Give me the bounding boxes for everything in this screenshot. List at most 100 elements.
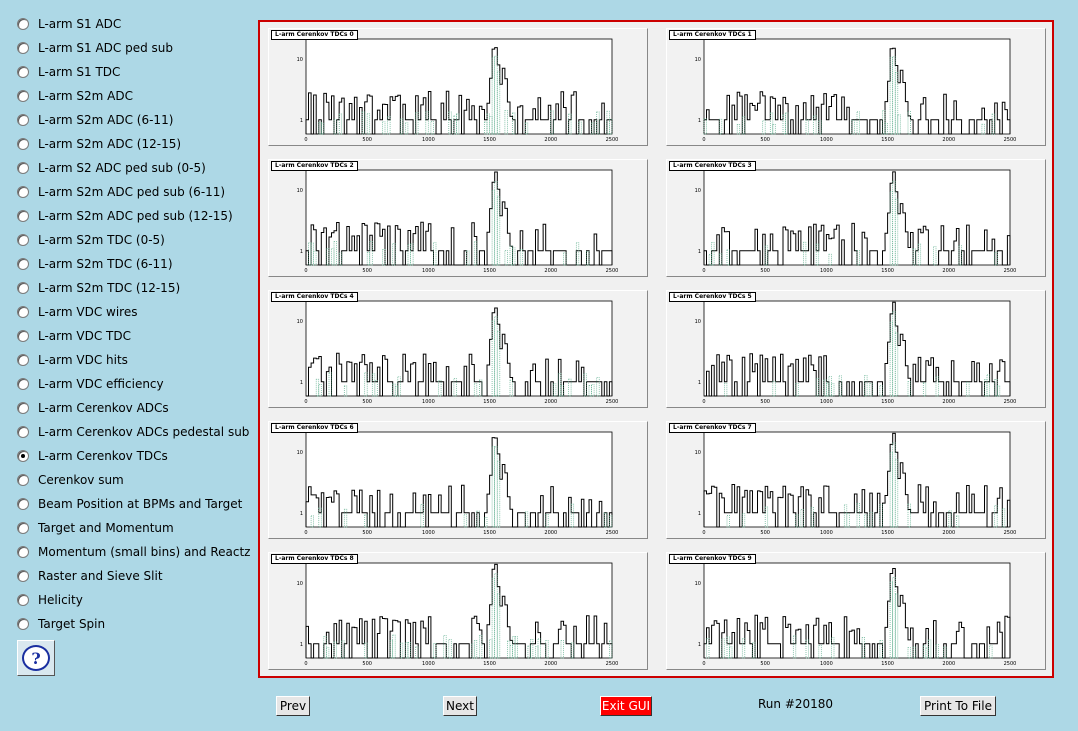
radio-option[interactable]: L-arm VDC wires	[14, 300, 254, 324]
radio-button-icon[interactable]	[17, 162, 29, 174]
radio-button-icon[interactable]	[17, 282, 29, 294]
radio-option[interactable]: Beam Position at BPMs and Target	[14, 492, 254, 516]
radio-option[interactable]: Cerenkov sum	[14, 468, 254, 492]
histogram-pad[interactable]: 0 500 1000 1500 2000 2500 1 10 L-arm Cerenkov TD…	[268, 159, 648, 277]
help-button[interactable]: ?	[17, 640, 55, 676]
radio-option-label: L-arm VDC TDC	[38, 329, 131, 343]
histogram-pad[interactable]: 0 500 1000 1500 2000 2500 1 10 L-arm Cerenkov TD…	[666, 552, 1046, 670]
radio-button-icon[interactable]	[17, 18, 29, 30]
radio-option[interactable]: L-arm S2m TDC (6-11)	[14, 252, 254, 276]
radio-button-icon[interactable]	[17, 114, 29, 126]
radio-button-icon[interactable]	[17, 90, 29, 102]
radio-option-label: L-arm S1 ADC ped sub	[38, 41, 173, 55]
radio-option[interactable]: L-arm S2m TDC (12-15)	[14, 276, 254, 300]
exit-gui-button[interactable]: Exit GUI	[600, 696, 652, 716]
radio-button-icon[interactable]	[17, 402, 29, 414]
radio-option-label: L-arm S2m ADC ped sub (6-11)	[38, 185, 226, 199]
svg-text:1: 1	[698, 511, 701, 517]
radio-option-label: Target Spin	[38, 617, 106, 631]
next-button[interactable]: Next	[443, 696, 477, 716]
radio-option[interactable]: L-arm Cerenkov TDCs	[14, 444, 254, 468]
histogram-plot: 0 500 1000 1500 2000 2500 1 10	[695, 38, 1016, 143]
svg-text:1000: 1000	[820, 268, 833, 274]
radio-button-icon[interactable]	[17, 42, 29, 54]
radio-button-icon[interactable]	[17, 378, 29, 390]
svg-text:0: 0	[304, 399, 307, 405]
histogram-pad[interactable]: 0 500 1000 1500 2000 2500 1 10 L-arm Cerenkov TD…	[666, 159, 1046, 277]
prev-button[interactable]: Prev	[276, 696, 310, 716]
radio-option[interactable]: L-arm S2m ADC ped sub (12-15)	[14, 204, 254, 228]
svg-text:2000: 2000	[544, 268, 557, 274]
radio-option[interactable]: L-arm Cerenkov ADCs	[14, 396, 254, 420]
svg-text:1500: 1500	[881, 268, 894, 274]
radio-option[interactable]: L-arm S1 TDC	[14, 60, 254, 84]
svg-text:1000: 1000	[422, 137, 435, 143]
radio-button-icon[interactable]	[17, 330, 29, 342]
radio-option[interactable]: Target and Momentum	[14, 516, 254, 540]
radio-option-label: L-arm VDC wires	[38, 305, 138, 319]
print-to-file-button[interactable]: Print To File	[920, 696, 996, 716]
radio-option[interactable]: Target Spin	[14, 612, 254, 636]
radio-option[interactable]: L-arm S2m ADC ped sub (6-11)	[14, 180, 254, 204]
svg-text:1000: 1000	[422, 530, 435, 536]
svg-text:500: 500	[362, 530, 372, 536]
radio-button-icon[interactable]	[17, 522, 29, 534]
histogram-pad[interactable]: 0 500 1000 1500 2000 2500 1 10 L-arm Cerenkov TD…	[268, 421, 648, 539]
radio-button-icon[interactable]	[17, 618, 29, 630]
radio-button-icon[interactable]	[17, 234, 29, 246]
svg-text:500: 500	[760, 137, 770, 143]
svg-text:0: 0	[702, 137, 705, 143]
radio-option[interactable]: L-arm VDC TDC	[14, 324, 254, 348]
radio-button-icon[interactable]	[17, 210, 29, 222]
radio-button-icon[interactable]	[17, 426, 29, 438]
svg-text:10: 10	[695, 319, 701, 325]
radio-button-icon[interactable]	[17, 594, 29, 606]
histogram-pad[interactable]: 0 500 1000 1500 2000 2500 1 10 L-arm Cerenkov TD…	[666, 290, 1046, 408]
svg-text:1500: 1500	[483, 661, 496, 667]
radio-option-label: L-arm S2m ADC (6-11)	[38, 113, 174, 127]
radio-option[interactable]: L-arm VDC efficiency	[14, 372, 254, 396]
radio-option[interactable]: Raster and Sieve Slit	[14, 564, 254, 588]
radio-option[interactable]: L-arm S2m ADC (6-11)	[14, 108, 254, 132]
radio-option[interactable]: Helicity	[14, 588, 254, 612]
radio-button-icon[interactable]	[17, 138, 29, 150]
histogram-pad[interactable]: 0 500 1000 1500 2000 2500 1 10 L-arm Cerenkov TD…	[666, 28, 1046, 146]
radio-button-icon[interactable]	[17, 450, 29, 462]
histogram-pad[interactable]: 0 500 1000 1500 2000 2500 1 10 L-arm Cerenkov TD…	[666, 421, 1046, 539]
radio-button-icon[interactable]	[17, 354, 29, 366]
radio-option[interactable]: L-arm S2 ADC ped sub (0-5)	[14, 156, 254, 180]
histogram-plot: 0 500 1000 1500 2000 2500 1 10	[695, 169, 1016, 274]
radio-button-icon[interactable]	[17, 306, 29, 318]
histogram-plot: 0 500 1000 1500 2000 2500 1 10	[297, 38, 618, 143]
svg-text:10: 10	[695, 581, 701, 587]
radio-button-icon[interactable]	[17, 546, 29, 558]
radio-option[interactable]: L-arm S2m TDC (0-5)	[14, 228, 254, 252]
svg-text:1000: 1000	[422, 268, 435, 274]
histogram-title: L-arm Cerenkov TDCs 5	[669, 292, 756, 302]
svg-text:1500: 1500	[881, 661, 894, 667]
histogram-pad[interactable]: 0 500 1000 1500 2000 2500 1 10 L-arm Cerenkov TD…	[268, 28, 648, 146]
svg-text:10: 10	[695, 188, 701, 194]
svg-text:1000: 1000	[422, 399, 435, 405]
radio-button-icon[interactable]	[17, 66, 29, 78]
radio-button-icon[interactable]	[17, 186, 29, 198]
radio-option[interactable]: L-arm S1 ADC ped sub	[14, 36, 254, 60]
radio-option[interactable]: L-arm S2m ADC	[14, 84, 254, 108]
radio-button-icon[interactable]	[17, 474, 29, 486]
radio-option[interactable]: L-arm S1 ADC	[14, 12, 254, 36]
radio-button-icon[interactable]	[17, 570, 29, 582]
radio-button-icon[interactable]	[17, 258, 29, 270]
svg-text:2500: 2500	[1004, 399, 1017, 405]
svg-text:1500: 1500	[881, 137, 894, 143]
svg-text:2000: 2000	[942, 530, 955, 536]
histogram-plot: 0 500 1000 1500 2000 2500 1 10	[297, 300, 618, 405]
radio-option[interactable]: L-arm S2m ADC (12-15)	[14, 132, 254, 156]
histogram-pad[interactable]: 0 500 1000 1500 2000 2500 1 10 L-arm Cerenkov TD…	[268, 290, 648, 408]
histogram-pad[interactable]: 0 500 1000 1500 2000 2500 1 10 L-arm Cerenkov TD…	[268, 552, 648, 670]
radio-button-icon[interactable]	[17, 498, 29, 510]
radio-option[interactable]: Momentum (small bins) and Reactz	[14, 540, 254, 564]
svg-text:2500: 2500	[606, 661, 619, 667]
radio-option[interactable]: L-arm VDC hits	[14, 348, 254, 372]
radio-option[interactable]: L-arm Cerenkov ADCs pedestal sub	[14, 420, 254, 444]
histogram-title: L-arm Cerenkov TDCs 7	[669, 423, 756, 433]
